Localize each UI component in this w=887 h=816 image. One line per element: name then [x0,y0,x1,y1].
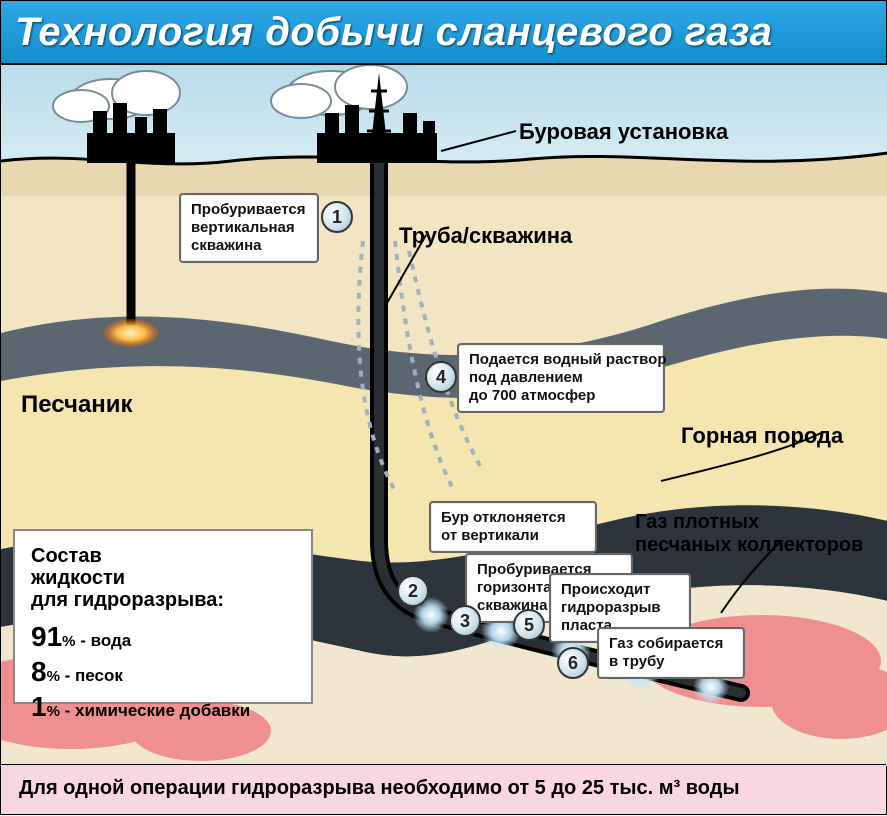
composition-row-2: 1% - химические добавки [31,691,295,723]
label-tight-gas: Газ плотных песчаных коллекторов [635,511,863,557]
label-rock: Горная порода [681,423,843,448]
label-rig: Буровая установка [519,119,728,144]
footer-text: Для одной операции гидроразрыва необходи… [19,777,868,800]
step-4-callout: Подается водный раствор под давлением до… [457,343,665,413]
composition-row-1: 8% - песок [31,656,295,688]
step-6-callout: Газ собирается в трубу [597,627,745,679]
step-3-badge: 3 [449,605,481,637]
step-1-callout: Пробуривается вертикальная скважина [179,193,319,263]
composition-header: Состав жидкости для гидроразрыва: [31,545,295,611]
label-sandstone: Песчаник [21,391,133,419]
title-bar: Технология добычи сланцевого газа [1,1,886,65]
label-pipe: Труба/скважина [399,223,572,248]
step-6-badge: 6 [557,647,589,679]
step-2-callout: Бур отклоняется от вертикали [429,501,597,553]
page-title: Технология добычи сланцевого газа [15,10,772,55]
step-5-badge: 5 [513,609,545,641]
step-1-badge: 1 [321,201,353,233]
step-2-badge: 2 [397,575,429,607]
composition-box: Состав жидкости для гидроразрыва: 91% - … [13,529,313,704]
composition-row-0: 91% - вода [31,621,295,653]
footer-bar: Для одной операции гидроразрыва необходи… [1,764,886,814]
step-4-badge: 4 [425,361,457,393]
